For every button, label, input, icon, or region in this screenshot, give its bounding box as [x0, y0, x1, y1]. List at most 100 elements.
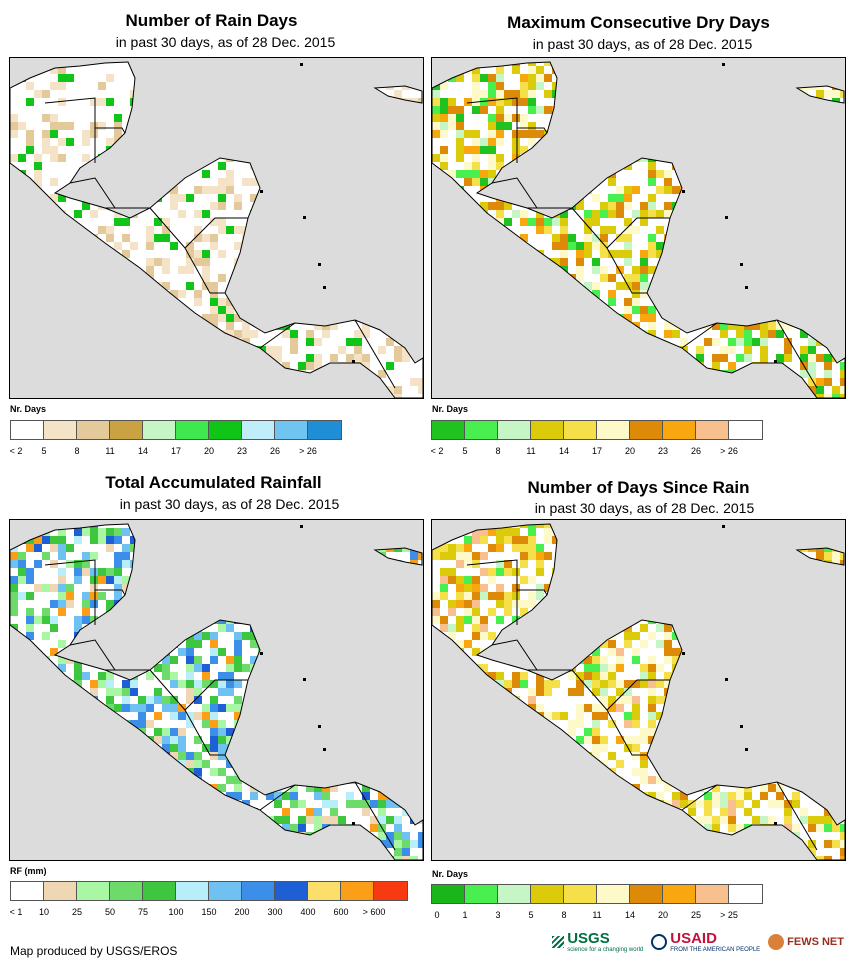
country-border [571, 669, 670, 711]
country-border [69, 177, 116, 209]
island-dot [682, 190, 685, 193]
panel-title: Number of Rain Days [125, 11, 298, 30]
island-dot [300, 525, 303, 528]
island-dot [725, 216, 728, 219]
legend-swatch [209, 882, 242, 900]
legend-tick-label: 400 [300, 907, 316, 917]
legend-tick-label: > 26 [299, 446, 317, 456]
land-area [10, 62, 423, 398]
map-rain-days[interactable] [9, 57, 424, 399]
legend-title: RF (mm) [10, 866, 47, 876]
panel-days-since-rain: Number of Days Since Rain in past 30 day… [427, 465, 854, 935]
country-border [149, 669, 248, 711]
legend-swatch [465, 421, 498, 439]
panel-title: Total Accumulated Rainfall [105, 473, 322, 492]
legend-tick-label: > 26 [720, 446, 738, 456]
panel-subtitle: in past 30 days, as of 28 Dec. 2015 [115, 34, 336, 50]
island-dot [260, 190, 263, 193]
legend-title: Nr. Days [432, 404, 469, 414]
legend-swatch [77, 421, 110, 439]
legend-tick-label: 200 [234, 907, 250, 917]
legend-swatch [308, 882, 341, 900]
island-dot [774, 822, 777, 825]
legend-tick-label: 11 [592, 910, 602, 920]
country-border [354, 781, 396, 851]
country-border [491, 639, 538, 671]
legend-swatch [630, 885, 663, 903]
legend-swatch [597, 885, 630, 903]
legend-swatch [176, 882, 209, 900]
legend-tick-label: 26 [690, 446, 702, 456]
legend-tick-label: 8 [74, 446, 80, 456]
country-border [149, 207, 248, 249]
legend-tick-label: 23 [657, 446, 669, 456]
legend-tick-label: 20 [203, 446, 215, 456]
island-dot [722, 525, 725, 528]
panel-rain-days: Number of Rain Days in past 30 days, as … [0, 0, 427, 470]
legend-swatch [564, 885, 597, 903]
island-dot [740, 263, 743, 266]
legend-swatch [531, 885, 564, 903]
legend-swatch [275, 421, 308, 439]
legend-swatch [275, 882, 308, 900]
legend-tick-label: 75 [137, 907, 149, 917]
central-america-map [432, 61, 845, 398]
legend-tick-label: 17 [170, 446, 182, 456]
map-total-rainfall[interactable] [9, 519, 424, 861]
legend-tick-label: 14 [137, 446, 149, 456]
island-dot [745, 748, 748, 751]
legend-swatch [630, 421, 663, 439]
coastline [432, 61, 845, 398]
legend-tick-label: 11 [105, 446, 115, 456]
legend-swatch [341, 882, 374, 900]
legend-title: Nr. Days [10, 404, 47, 414]
legend-swatch [663, 421, 696, 439]
island-dot [682, 652, 685, 655]
legend-swatch [432, 885, 465, 903]
usgs-logo: USGS science for a changing world [552, 930, 643, 953]
legend-tick-label: 1 [462, 910, 468, 920]
legend-swatch [110, 882, 143, 900]
legend-tick-label: 600 [333, 907, 349, 917]
legend-tick-label: 25 [690, 910, 702, 920]
legend-swatch [143, 882, 176, 900]
coastline [432, 523, 845, 860]
central-america-map [10, 523, 423, 860]
island-dot [323, 748, 326, 751]
panel-title: Maximum Consecutive Dry Days [507, 13, 770, 32]
legend-tick-label: 8 [495, 446, 501, 456]
legend-tick-label: 0 [434, 910, 440, 920]
legend-swatch [44, 882, 77, 900]
country-border [776, 781, 818, 851]
legend-swatch [308, 421, 341, 439]
coastline [10, 523, 423, 860]
coastline [10, 61, 423, 398]
map-days-since-rain[interactable] [431, 519, 846, 861]
legend-tick-label: 17 [591, 446, 603, 456]
legend-swatch [663, 885, 696, 903]
legend-tick-label: > 25 [720, 910, 738, 920]
legend-tick-label: 5 [41, 446, 47, 456]
legend-tick-label: < 2 [9, 446, 23, 456]
legend-tick-label: 100 [168, 907, 184, 917]
fews-globe-icon [768, 933, 785, 950]
island-dot [318, 263, 321, 266]
legend-swatch [729, 885, 762, 903]
legend-swatch [498, 885, 531, 903]
country-border [571, 207, 670, 249]
island-dot [303, 678, 306, 681]
island-dot [722, 63, 725, 66]
legend-tick-label: < 1 [9, 907, 23, 917]
island-dot [740, 725, 743, 728]
legend-swatch [77, 882, 110, 900]
legend-swatch [597, 421, 630, 439]
map-dry-days[interactable] [431, 57, 846, 399]
legend-tick-label: > 600 [362, 907, 386, 917]
island-dot [774, 360, 777, 363]
legend-swatch [11, 882, 44, 900]
usaid-seal-icon [651, 933, 668, 950]
legend-tick-label: 14 [624, 910, 636, 920]
legend-swatch [729, 421, 762, 439]
usaid-logo: USAID FROM THE AMERICAN PEOPLE [651, 930, 760, 953]
land-area [432, 524, 845, 860]
